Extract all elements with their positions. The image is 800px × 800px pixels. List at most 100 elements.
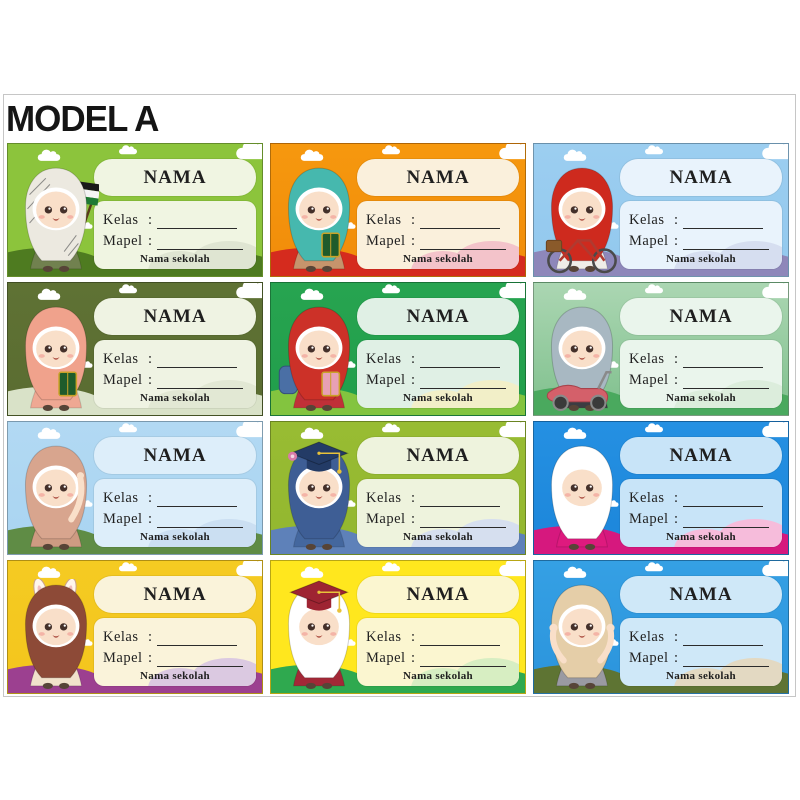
mapel-colon: :: [148, 511, 153, 527]
cloud-icon: [563, 427, 587, 439]
label-card-4-olive-quran-girl: NAMA Kelas : Mapel : Nama sekolah: [7, 282, 263, 416]
cloud-icon: [119, 562, 137, 572]
card-form: Kelas : Mapel : Nama sekolah: [94, 201, 256, 269]
cloud-icon: [236, 283, 262, 299]
kelas-label: Kelas: [629, 629, 665, 645]
mapel-blank-line: [420, 512, 506, 528]
cloud-icon: [762, 283, 788, 299]
kelas-colon: :: [411, 212, 416, 228]
background-hill: [8, 265, 262, 276]
label-card-5-green-school-girl: NAMA Kelas : Mapel : Nama sekolah: [270, 282, 526, 416]
mapel-row: Mapel :: [629, 646, 773, 667]
nama-label: NAMA: [669, 583, 733, 605]
label-card-1-green-keffiyeh-flag: NAMA Kelas : Mapel : Nama sekolah: [7, 143, 263, 277]
cloud-icon: [119, 145, 137, 155]
kelas-label: Kelas: [629, 490, 665, 506]
kelas-blank-line: [420, 213, 500, 229]
mapel-blank-line: [420, 651, 506, 667]
kelas-row: Kelas :: [629, 208, 773, 229]
nama-label: NAMA: [406, 444, 470, 466]
card-character: [276, 579, 362, 691]
card-character: [539, 301, 625, 413]
mapel-label: Mapel: [629, 650, 669, 666]
name-field: NAMA: [94, 159, 256, 196]
mapel-blank-line: [683, 512, 769, 528]
label-card-10-yellow-bunny-girl: NAMA Kelas : Mapel : Nama sekolah: [7, 560, 263, 694]
kelas-blank-line: [420, 630, 500, 646]
school-label: Nama sekolah: [140, 531, 210, 543]
nama-label: NAMA: [143, 166, 207, 188]
cloud-icon: [382, 562, 400, 572]
mapel-blank-line: [420, 234, 506, 250]
name-field: NAMA: [357, 159, 519, 196]
cloud-icon: [382, 284, 400, 294]
card-character: [539, 579, 625, 691]
background-hill: [8, 543, 262, 554]
card-form: Kelas : Mapel : Nama sekolah: [620, 340, 782, 408]
cloud-icon: [499, 561, 525, 577]
cloud-icon: [499, 144, 525, 160]
mapel-row: Mapel :: [629, 507, 773, 528]
mapel-label: Mapel: [366, 372, 406, 388]
kelas-row: Kelas :: [103, 347, 247, 368]
cloud-icon: [645, 423, 663, 433]
background-hill: [271, 265, 525, 276]
panel-cloud: [674, 390, 738, 408]
kelas-row: Kelas :: [103, 208, 247, 229]
mapel-colon: :: [411, 511, 416, 527]
name-field: NAMA: [94, 437, 256, 474]
panel-cloud: [411, 529, 475, 547]
label-card-11-yellow-graduate-girl: NAMA Kelas : Mapel : Nama sekolah: [270, 560, 526, 694]
kelas-blank-line: [683, 352, 763, 368]
cloud-icon: [300, 149, 324, 161]
kelas-row: Kelas :: [103, 486, 247, 507]
card-form: Kelas : Mapel : Nama sekolah: [357, 201, 519, 269]
mapel-colon: :: [148, 372, 153, 388]
panel-cloud: [411, 251, 475, 269]
kelas-blank-line: [420, 491, 500, 507]
mapel-colon: :: [674, 650, 679, 666]
school-label: Nama sekolah: [666, 253, 736, 265]
card-form: Kelas : Mapel : Nama sekolah: [94, 618, 256, 686]
mapel-colon: :: [674, 372, 679, 388]
name-field: NAMA: [620, 576, 782, 613]
card-character: [276, 301, 362, 413]
mapel-colon: :: [411, 372, 416, 388]
kelas-blank-line: [683, 630, 763, 646]
kelas-colon: :: [674, 351, 679, 367]
mapel-blank-line: [157, 373, 243, 389]
card-form: Kelas : Mapel : Nama sekolah: [357, 479, 519, 547]
card-form: Kelas : Mapel : Nama sekolah: [94, 340, 256, 408]
mapel-row: Mapel :: [103, 646, 247, 667]
mapel-row: Mapel :: [366, 646, 510, 667]
nama-label: NAMA: [669, 444, 733, 466]
cloud-icon: [762, 144, 788, 160]
name-field: NAMA: [357, 298, 519, 335]
cloud-icon: [645, 145, 663, 155]
card-form: Kelas : Mapel : Nama sekolah: [94, 479, 256, 547]
background-hill: [271, 404, 525, 415]
kelas-blank-line: [683, 491, 763, 507]
school-label: Nama sekolah: [403, 253, 473, 265]
kelas-blank-line: [420, 352, 500, 368]
mapel-blank-line: [157, 234, 243, 250]
mapel-blank-line: [157, 651, 243, 667]
label-card-12-blue-waving-girl: NAMA Kelas : Mapel : Nama sekolah: [533, 560, 789, 694]
cloud-icon: [37, 427, 61, 439]
school-label: Nama sekolah: [403, 531, 473, 543]
kelas-colon: :: [148, 629, 153, 645]
kelas-label: Kelas: [103, 629, 139, 645]
kelas-colon: :: [411, 629, 416, 645]
kelas-row: Kelas :: [366, 347, 510, 368]
kelas-blank-line: [157, 630, 237, 646]
kelas-label: Kelas: [103, 490, 139, 506]
name-field: NAMA: [620, 437, 782, 474]
kelas-label: Kelas: [629, 212, 665, 228]
mapel-label: Mapel: [103, 233, 143, 249]
card-character: [276, 162, 362, 274]
panel-cloud: [674, 529, 738, 547]
background-hill: [271, 543, 525, 554]
nama-label: NAMA: [406, 305, 470, 327]
kelas-colon: :: [411, 351, 416, 367]
nama-label: NAMA: [669, 166, 733, 188]
